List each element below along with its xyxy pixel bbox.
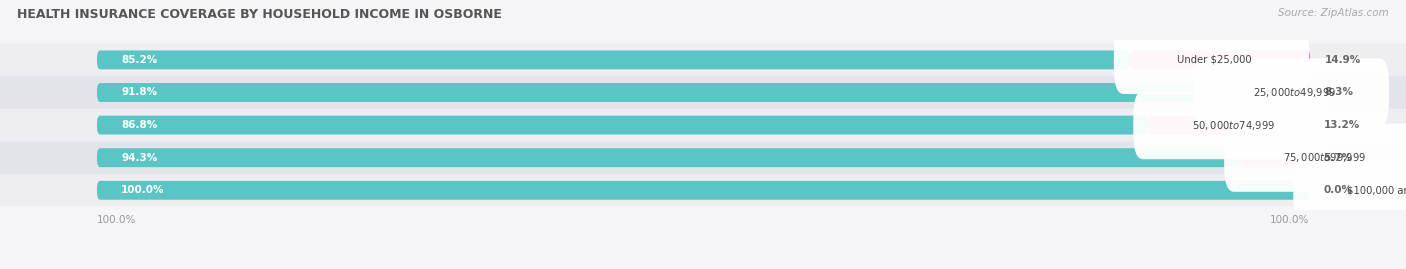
Text: 13.2%: 13.2% [1323,120,1360,130]
FancyBboxPatch shape [97,148,1240,167]
FancyBboxPatch shape [0,44,1406,76]
FancyBboxPatch shape [97,116,1149,134]
FancyBboxPatch shape [1194,58,1389,127]
FancyBboxPatch shape [1240,148,1309,167]
Text: 100.0%: 100.0% [1270,215,1309,225]
Text: 5.7%: 5.7% [1323,153,1353,163]
Text: 91.8%: 91.8% [121,87,157,97]
Text: $100,000 and over: $100,000 and over [1347,185,1406,195]
Text: 8.3%: 8.3% [1324,87,1354,97]
FancyBboxPatch shape [0,109,1406,141]
FancyBboxPatch shape [0,174,1406,207]
FancyBboxPatch shape [97,83,1209,102]
FancyBboxPatch shape [97,51,1129,69]
Text: 85.2%: 85.2% [121,55,157,65]
Text: 14.9%: 14.9% [1324,55,1361,65]
Text: Source: ZipAtlas.com: Source: ZipAtlas.com [1278,8,1389,18]
Text: 86.8%: 86.8% [121,120,157,130]
FancyBboxPatch shape [1149,116,1309,134]
FancyBboxPatch shape [0,141,1406,174]
Text: 94.3%: 94.3% [121,153,157,163]
Text: 100.0%: 100.0% [121,185,165,195]
FancyBboxPatch shape [1114,26,1309,94]
Text: $25,000 to $49,999: $25,000 to $49,999 [1253,86,1336,99]
Text: 100.0%: 100.0% [97,215,136,225]
FancyBboxPatch shape [97,181,1309,200]
Text: $75,000 to $99,999: $75,000 to $99,999 [1284,151,1367,164]
FancyBboxPatch shape [0,76,1406,109]
Text: HEALTH INSURANCE COVERAGE BY HOUSEHOLD INCOME IN OSBORNE: HEALTH INSURANCE COVERAGE BY HOUSEHOLD I… [17,8,502,21]
FancyBboxPatch shape [1294,156,1406,224]
FancyBboxPatch shape [1225,123,1406,192]
Text: $50,000 to $74,999: $50,000 to $74,999 [1192,119,1275,132]
FancyBboxPatch shape [1209,83,1310,102]
FancyBboxPatch shape [1129,51,1310,69]
FancyBboxPatch shape [1133,91,1329,159]
Text: Under $25,000: Under $25,000 [1177,55,1251,65]
Text: 0.0%: 0.0% [1323,185,1353,195]
